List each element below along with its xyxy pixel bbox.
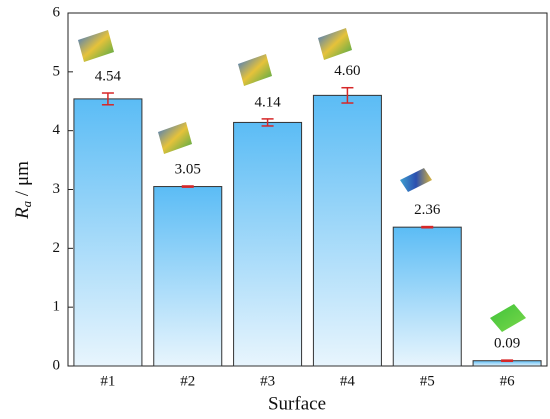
surface-image bbox=[318, 28, 352, 60]
bar bbox=[312, 94, 382, 367]
value-label: 4.54 bbox=[95, 68, 122, 84]
surface-image bbox=[238, 54, 272, 86]
value-label: 3.05 bbox=[175, 161, 201, 177]
x-tick-label: #5 bbox=[420, 373, 435, 389]
y-tick-label: 3 bbox=[53, 181, 61, 197]
y-tick-label: 1 bbox=[53, 299, 61, 315]
y-label-subscript: a bbox=[19, 200, 34, 207]
y-tick-label: 6 bbox=[53, 4, 61, 20]
y-tick-label: 0 bbox=[53, 357, 61, 373]
y-tick-label: 5 bbox=[53, 63, 61, 79]
y-axis-label: Ra / μm bbox=[12, 161, 34, 220]
surface-image bbox=[158, 122, 192, 154]
x-tick-label: #3 bbox=[260, 373, 275, 389]
value-label: 0.09 bbox=[494, 336, 520, 352]
surface-images bbox=[78, 28, 526, 332]
y-label-symbol: R bbox=[12, 207, 33, 220]
bar bbox=[73, 98, 143, 367]
x-tick-label: #1 bbox=[100, 373, 115, 389]
bar bbox=[233, 121, 303, 367]
surface-image bbox=[490, 304, 526, 332]
x-tick-label: #2 bbox=[180, 373, 195, 389]
value-label: 4.60 bbox=[334, 63, 360, 79]
surface-image bbox=[400, 168, 432, 192]
value-label: 2.36 bbox=[414, 202, 441, 218]
x-tick-label: #4 bbox=[340, 373, 356, 389]
y-label-unit: / μm bbox=[12, 161, 33, 201]
x-tick-label: #6 bbox=[500, 373, 516, 389]
bar bbox=[392, 226, 462, 367]
y-tick-label: 4 bbox=[53, 122, 61, 138]
x-axis-label: Surface bbox=[268, 393, 326, 414]
y-tick-label: 2 bbox=[53, 240, 61, 256]
bar bbox=[153, 186, 223, 367]
surface-image bbox=[78, 30, 114, 62]
value-label: 4.14 bbox=[254, 94, 281, 110]
